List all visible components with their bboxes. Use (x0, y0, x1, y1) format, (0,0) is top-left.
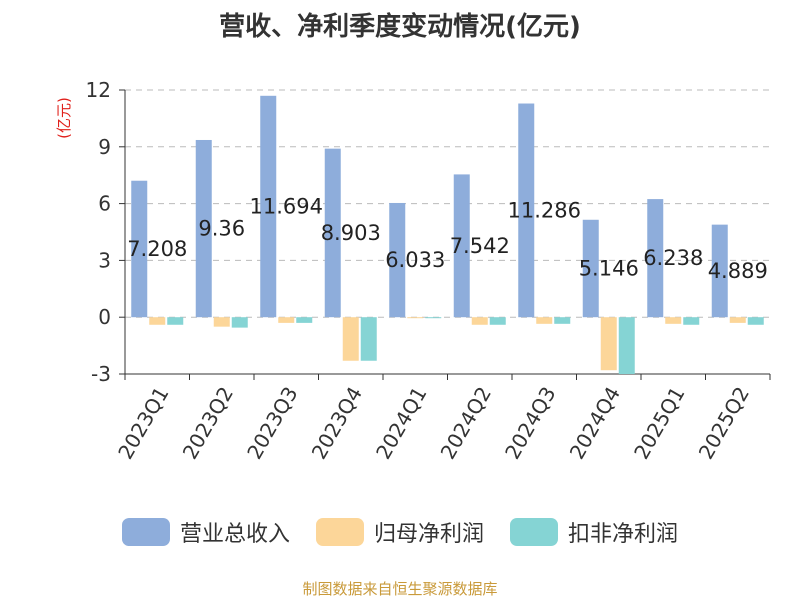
legend-label-revenue: 营业总收入 (179, 522, 290, 547)
x-tick-label: 2024Q2 (436, 383, 496, 464)
y-tick-label: -3 (91, 362, 111, 386)
y-tick-label: 0 (98, 305, 111, 329)
data-label: 9.36 (198, 217, 245, 241)
y-tick-label: 6 (98, 192, 111, 216)
source-note: 制图数据来自恒生聚源数据库 (302, 580, 498, 598)
data-label: 6.033 (385, 248, 445, 272)
bar-归母净利润-2024Q3[interactable] (536, 317, 553, 324)
bar-扣非净利润-2023Q2[interactable] (231, 317, 248, 328)
bar-归母净利润-2024Q1[interactable] (407, 317, 424, 319)
bar-营业总收入-2025Q1[interactable] (647, 199, 664, 318)
data-label: 5.146 (579, 256, 639, 280)
bar-归母净利润-2023Q4[interactable] (342, 317, 359, 361)
bar-扣非净利润-2024Q2[interactable] (489, 317, 506, 325)
legend: 营业总收入 归母净利润 扣非净利润 (0, 516, 800, 548)
bar-营业总收入-2023Q3[interactable] (260, 95, 277, 318)
bar-营业总收入-2024Q1[interactable] (389, 202, 406, 318)
legend-swatch-revenue (121, 518, 170, 546)
bar-营业总收入-2024Q4[interactable] (582, 219, 599, 318)
x-tick-label: 2025Q2 (694, 383, 754, 464)
bar-归母净利润-2023Q1[interactable] (149, 317, 166, 325)
bar-营业总收入-2024Q3[interactable] (518, 103, 535, 318)
legend-swatch-net-profit (315, 518, 364, 546)
legend-item-deducted-profit[interactable]: 扣非净利润 (510, 516, 678, 548)
bar-扣非净利润-2024Q4[interactable] (618, 317, 635, 374)
x-tick-label: 2024Q1 (371, 383, 431, 464)
bar-营业总收入-2024Q2[interactable] (453, 174, 470, 318)
bar-扣非净利润-2023Q3[interactable] (296, 317, 313, 323)
bar-营业总收入-2023Q4[interactable] (324, 148, 341, 318)
bar-归母净利润-2024Q2[interactable] (471, 317, 488, 325)
x-tick-label: 2024Q3 (500, 383, 560, 464)
bar-扣非净利润-2024Q3[interactable] (554, 317, 571, 324)
data-label: 11.286 (508, 198, 581, 222)
legend-item-revenue[interactable]: 营业总收入 (121, 516, 290, 548)
legend-item-net-profit[interactable]: 归母净利润 (315, 516, 484, 548)
x-tick-label: 2023Q4 (307, 383, 367, 464)
y-tick-label: 3 (98, 248, 111, 272)
bar-归母净利润-2025Q2[interactable] (729, 317, 746, 323)
chart-title: 营收、净利季度变动情况(亿元) (219, 12, 581, 42)
data-label: 7.208 (127, 237, 187, 261)
bar-营业总收入-2025Q2[interactable] (711, 224, 728, 318)
x-tick-label: 2025Q1 (629, 383, 689, 464)
x-tick-label: 2023Q3 (242, 383, 302, 464)
y-axis-label: (亿元) (55, 97, 73, 139)
legend-label-net-profit: 归母净利润 (373, 522, 484, 547)
bars (131, 95, 764, 374)
data-label: 4.889 (708, 259, 768, 283)
data-label: 11.694 (250, 194, 323, 218)
x-tick-label: 2023Q1 (113, 383, 173, 464)
bar-扣非净利润-2025Q2[interactable] (747, 317, 764, 325)
bar-扣非净利润-2023Q4[interactable] (360, 317, 377, 361)
y-tick-label: 12 (86, 78, 111, 102)
data-label: 8.903 (321, 221, 381, 245)
bar-扣非净利润-2023Q1[interactable] (167, 317, 184, 325)
y-tick-label: 9 (98, 135, 111, 159)
x-tick-label: 2023Q2 (178, 383, 238, 464)
bar-归母净利润-2024Q4[interactable] (600, 317, 617, 371)
bar-扣非净利润-2025Q1[interactable] (683, 317, 700, 325)
legend-label-deducted-profit: 扣非净利润 (568, 522, 679, 547)
bar-营业总收入-2023Q1[interactable] (131, 180, 148, 318)
bar-营业总收入-2023Q2[interactable] (195, 139, 212, 318)
bar-归母净利润-2023Q2[interactable] (213, 317, 230, 327)
data-label: 7.542 (450, 234, 510, 258)
legend-swatch-deducted-profit (510, 518, 558, 546)
data-label: 6.238 (643, 246, 703, 270)
x-tick-label: 2024Q4 (565, 383, 625, 464)
bar-扣非净利润-2024Q1[interactable] (425, 317, 442, 319)
bar-归母净利润-2025Q1[interactable] (665, 317, 682, 324)
bar-归母净利润-2023Q3[interactable] (278, 317, 295, 323)
